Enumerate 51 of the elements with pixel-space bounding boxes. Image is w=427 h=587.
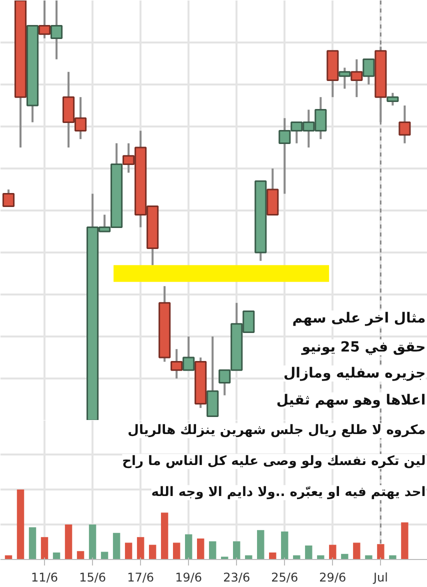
bar (124, 542, 132, 560)
bar (88, 524, 96, 560)
bar (16, 489, 24, 560)
bar (341, 554, 348, 560)
x-tick-label: 23/6 (223, 570, 250, 584)
x-tick-label: 17/6 (127, 570, 154, 584)
candlestick (50, 0, 63, 60)
bar (377, 544, 384, 560)
candlestick (362, 58, 375, 86)
text: لين تكره نفسك ولو وصى عليه كل الناس ما راح (122, 454, 426, 469)
bar (28, 527, 36, 560)
bar (40, 537, 48, 560)
x-tick-label: 11/6 (31, 570, 58, 584)
candlestick (182, 336, 195, 372)
bar (136, 537, 144, 560)
bar (112, 532, 120, 560)
x-tick-label: 29/6 (319, 570, 346, 584)
bar (160, 512, 168, 560)
text: مكروه لا طلع ريال جلس شهرين ينزلك هالريال (128, 423, 426, 438)
annotation: اعلاها وهو سهم ثقيل (276, 392, 426, 408)
bar (353, 542, 360, 560)
candlestick (38, 0, 51, 40)
bar (209, 541, 216, 560)
x-tick-label: 25/6 (271, 570, 298, 584)
x-tick-label: 15/6 (79, 570, 106, 584)
candlestick (170, 348, 183, 380)
x-tick-label: 19/6 (175, 570, 202, 584)
bar (76, 551, 84, 560)
text: احد يهتم فيه او يعبّره ..ولا دايم الا وجه الله (151, 485, 426, 500)
candlestick (386, 92, 399, 106)
annotation: مثال اخر على سهم (292, 310, 426, 326)
candlestick (338, 66, 351, 90)
bar (184, 534, 192, 560)
candlestick (398, 104, 411, 144)
annotation: حقق في 25 يونيو (300, 339, 426, 356)
bar (257, 530, 264, 560)
x-tick-label: Jul (372, 570, 388, 584)
bar (52, 552, 60, 560)
bar (64, 524, 72, 560)
bar (172, 542, 180, 560)
bar (233, 541, 240, 560)
bar (329, 544, 336, 560)
bar (148, 544, 156, 560)
annotation: جزيره سفليه ومازال (284, 365, 426, 382)
candlestick (2, 188, 15, 208)
candlestick (350, 58, 363, 98)
bar (401, 522, 408, 560)
bar (196, 538, 204, 560)
bar (269, 552, 276, 560)
bar (305, 545, 312, 560)
bar (281, 531, 288, 560)
